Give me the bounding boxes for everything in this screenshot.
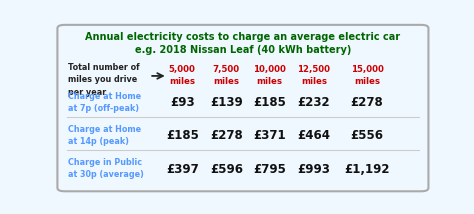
Text: Total number of
miles you drive
per year: Total number of miles you drive per year	[68, 63, 140, 97]
Text: £139: £139	[210, 96, 243, 109]
Text: 10,000
miles: 10,000 miles	[253, 65, 286, 86]
Text: Annual electricity costs to charge an average electric car: Annual electricity costs to charge an av…	[85, 32, 401, 42]
Text: £556: £556	[351, 129, 383, 142]
Text: 15,000
miles: 15,000 miles	[351, 65, 383, 86]
Text: £185: £185	[253, 96, 286, 109]
Text: Charge in Public
at 30p (average): Charge in Public at 30p (average)	[68, 158, 144, 180]
Text: £1,192: £1,192	[344, 163, 390, 175]
Text: £278: £278	[210, 129, 243, 142]
Text: Charge at Home
at 7p (off-peak): Charge at Home at 7p (off-peak)	[68, 92, 142, 113]
Text: Charge at Home
at 14p (peak): Charge at Home at 14p (peak)	[68, 125, 142, 146]
Text: 5,000
miles: 5,000 miles	[169, 65, 196, 86]
Text: £464: £464	[297, 129, 330, 142]
Text: £993: £993	[297, 163, 330, 175]
Text: £371: £371	[254, 129, 286, 142]
FancyBboxPatch shape	[57, 25, 428, 191]
Text: £232: £232	[298, 96, 330, 109]
Text: 7,500
miles: 7,500 miles	[213, 65, 240, 86]
Text: £93: £93	[170, 96, 195, 109]
Text: £596: £596	[210, 163, 243, 175]
Text: £278: £278	[351, 96, 383, 109]
Text: £795: £795	[253, 163, 286, 175]
Text: e.g. 2018 Nissan Leaf (40 kWh battery): e.g. 2018 Nissan Leaf (40 kWh battery)	[135, 45, 351, 55]
Text: £185: £185	[166, 129, 199, 142]
Text: 12,500
miles: 12,500 miles	[297, 65, 330, 86]
Text: £397: £397	[166, 163, 199, 175]
